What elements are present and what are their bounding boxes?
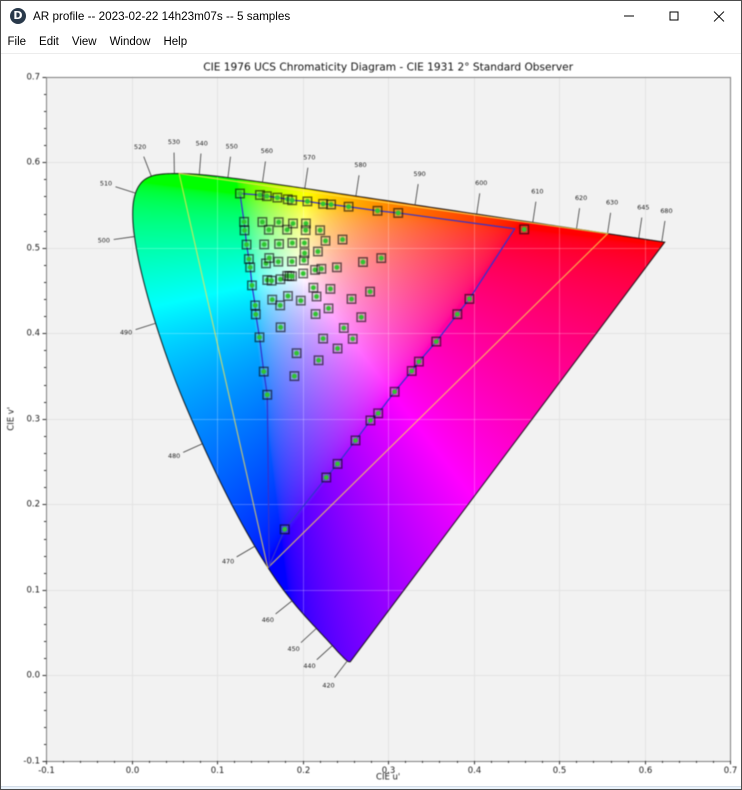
close-icon <box>713 10 725 22</box>
close-button[interactable] <box>696 1 741 31</box>
app-icon-letter: D <box>13 9 23 22</box>
menubar: File Edit View Window Help <box>1 31 741 54</box>
minimize-icon <box>623 15 634 17</box>
chromaticity-diagram-canvas[interactable] <box>1 54 741 787</box>
menu-item-view[interactable]: View <box>71 36 97 48</box>
window-resize-edge[interactable] <box>1 786 741 789</box>
figure-area <box>1 54 741 789</box>
window-controls <box>606 1 741 31</box>
maximize-button[interactable] <box>651 1 696 31</box>
menu-item-window[interactable]: Window <box>109 36 151 48</box>
menu-item-help[interactable]: Help <box>163 36 188 48</box>
window-title: AR profile -- 2023-02-22 14h23m07s -- 5 … <box>33 9 291 23</box>
menu-item-edit[interactable]: Edit <box>39 36 59 48</box>
app-icon: D <box>10 8 26 24</box>
maximize-icon <box>669 11 678 21</box>
menu-item-file[interactable]: File <box>7 36 27 48</box>
titlebar[interactable]: D AR profile -- 2023-02-22 14h23m07s -- … <box>1 1 741 31</box>
minimize-button[interactable] <box>606 1 651 31</box>
